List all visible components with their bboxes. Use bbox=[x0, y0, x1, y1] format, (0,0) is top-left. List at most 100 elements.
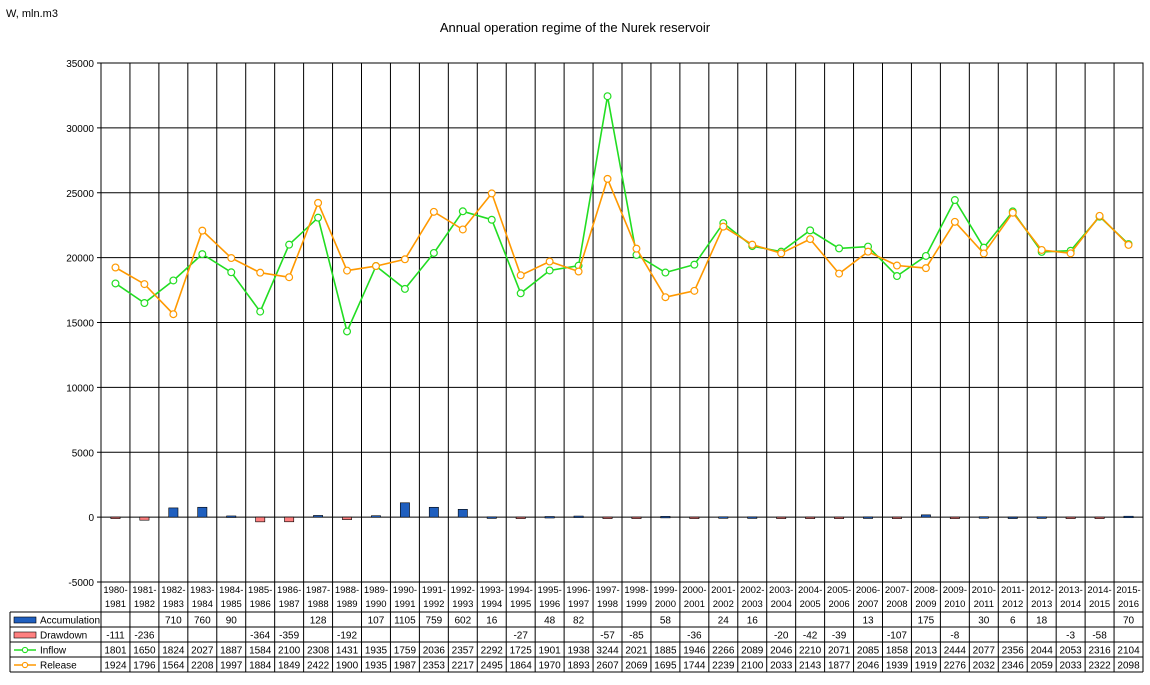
category-label: 2005 bbox=[800, 599, 821, 610]
release-value: 2059 bbox=[1031, 661, 1054, 672]
release-value: 1884 bbox=[249, 661, 272, 672]
category-label: 2011 bbox=[974, 599, 994, 610]
accumulation-bar bbox=[457, 509, 468, 518]
inflow-point bbox=[921, 251, 930, 260]
drawdown-bar bbox=[342, 516, 352, 520]
category-label: 1994 bbox=[481, 599, 502, 610]
inflow-value: 2210 bbox=[799, 646, 822, 657]
category-label: 1983- bbox=[190, 585, 214, 596]
category-label: 2016 bbox=[1118, 599, 1139, 610]
inflow-value: 2036 bbox=[423, 646, 446, 657]
inflow-point bbox=[892, 272, 901, 281]
category-label: 1980- bbox=[103, 585, 127, 596]
accumulation-legend-key bbox=[13, 616, 37, 624]
release-value: 2032 bbox=[973, 661, 996, 672]
release-value: 1939 bbox=[886, 661, 909, 672]
accumulation-value: 18 bbox=[1036, 616, 1048, 627]
accumulation-value: 24 bbox=[718, 616, 730, 627]
category-label: 2007 bbox=[857, 599, 878, 610]
category-label: 1999- bbox=[653, 585, 677, 596]
release-value: 1695 bbox=[654, 661, 677, 672]
category-label: 1997 bbox=[568, 599, 589, 610]
category-label: 1998 bbox=[597, 599, 618, 610]
legend-label: Inflow bbox=[40, 646, 67, 657]
accumulation-bar bbox=[660, 516, 671, 519]
release-point bbox=[1124, 240, 1133, 249]
release-point bbox=[719, 222, 728, 231]
drawdown-bar bbox=[139, 516, 150, 521]
y-tick-label: 15000 bbox=[66, 319, 94, 330]
category-label: 1983 bbox=[163, 599, 184, 610]
chart-title: Annual operation regime of the Nurek res… bbox=[439, 20, 711, 35]
release-legend-marker bbox=[21, 661, 29, 669]
release-value: 2495 bbox=[481, 661, 504, 672]
release-value: 2098 bbox=[1117, 661, 1140, 672]
accumulation-bar bbox=[544, 516, 555, 519]
category-label: 2011- bbox=[1001, 585, 1025, 596]
accumulation-bar bbox=[573, 515, 584, 518]
release-point bbox=[603, 174, 612, 183]
drawdown-bar bbox=[834, 516, 845, 519]
category-label: 2001- bbox=[711, 585, 735, 596]
accumulation-value: 602 bbox=[454, 616, 471, 627]
inflow-value: 2357 bbox=[452, 646, 475, 657]
category-label: 2013- bbox=[1058, 585, 1082, 596]
accumulation-value: 16 bbox=[747, 616, 759, 627]
accumulation-value: 128 bbox=[310, 616, 327, 627]
release-value: 2100 bbox=[741, 661, 764, 672]
drawdown-bar bbox=[1094, 516, 1105, 519]
drawdown-value: -192 bbox=[337, 631, 357, 642]
drawdown-bar bbox=[284, 516, 295, 523]
drawdown-value: -58 bbox=[1092, 631, 1107, 642]
release-value: 1864 bbox=[510, 661, 533, 672]
release-value: 2422 bbox=[307, 661, 330, 672]
category-label: 1992 bbox=[423, 599, 444, 610]
release-value: 1987 bbox=[394, 661, 417, 672]
inflow-value: 2292 bbox=[481, 646, 504, 657]
category-label: 2001 bbox=[684, 599, 705, 610]
inflow-value: 2308 bbox=[307, 646, 330, 657]
drawdown-value: -8 bbox=[950, 631, 959, 642]
release-point bbox=[487, 189, 496, 198]
category-label: 2003- bbox=[769, 585, 793, 596]
y-tick-label: 25000 bbox=[66, 189, 94, 200]
y-tick-label: 35000 bbox=[66, 59, 94, 70]
category-label: 1986 bbox=[250, 599, 271, 610]
inflow-point bbox=[256, 307, 265, 316]
inflow-value: 1946 bbox=[683, 646, 706, 657]
drawdown-value: -39 bbox=[832, 631, 847, 642]
category-label: 2014 bbox=[1060, 599, 1081, 610]
category-label: 2012- bbox=[1030, 585, 1054, 596]
release-point bbox=[835, 269, 844, 278]
accumulation-bar bbox=[978, 516, 989, 519]
category-label: 1996- bbox=[566, 585, 590, 596]
inflow-point bbox=[227, 268, 236, 277]
category-label: 2013 bbox=[1031, 599, 1052, 610]
category-label: 2000 bbox=[655, 599, 676, 610]
release-point bbox=[516, 271, 525, 280]
drawdown-legend-key bbox=[13, 631, 37, 639]
category-label: 1987- bbox=[306, 585, 330, 596]
inflow-value: 2021 bbox=[625, 646, 648, 657]
inflow-value: 2046 bbox=[770, 646, 793, 657]
category-label: 1993 bbox=[452, 599, 473, 610]
inflow-point bbox=[111, 279, 120, 288]
accumulation-value: 107 bbox=[368, 616, 385, 627]
category-label: 1984- bbox=[219, 585, 243, 596]
release-value: 2346 bbox=[1002, 661, 1025, 672]
release-value: 2069 bbox=[625, 661, 648, 672]
accumulation-value: 48 bbox=[544, 616, 556, 627]
drawdown-value: -27 bbox=[513, 631, 528, 642]
inflow-line bbox=[115, 96, 1130, 334]
category-label: 1993- bbox=[480, 585, 504, 596]
accumulation-bar bbox=[399, 502, 410, 518]
release-point bbox=[256, 268, 265, 277]
drawdown-bar bbox=[515, 516, 526, 519]
drawdown-value: -236 bbox=[134, 631, 154, 642]
category-label: 2010 bbox=[944, 599, 965, 610]
accumulation-value: 90 bbox=[226, 616, 238, 627]
drawdown-value: -364 bbox=[250, 631, 270, 642]
release-point bbox=[227, 254, 236, 263]
category-label: 2015 bbox=[1089, 599, 1110, 610]
